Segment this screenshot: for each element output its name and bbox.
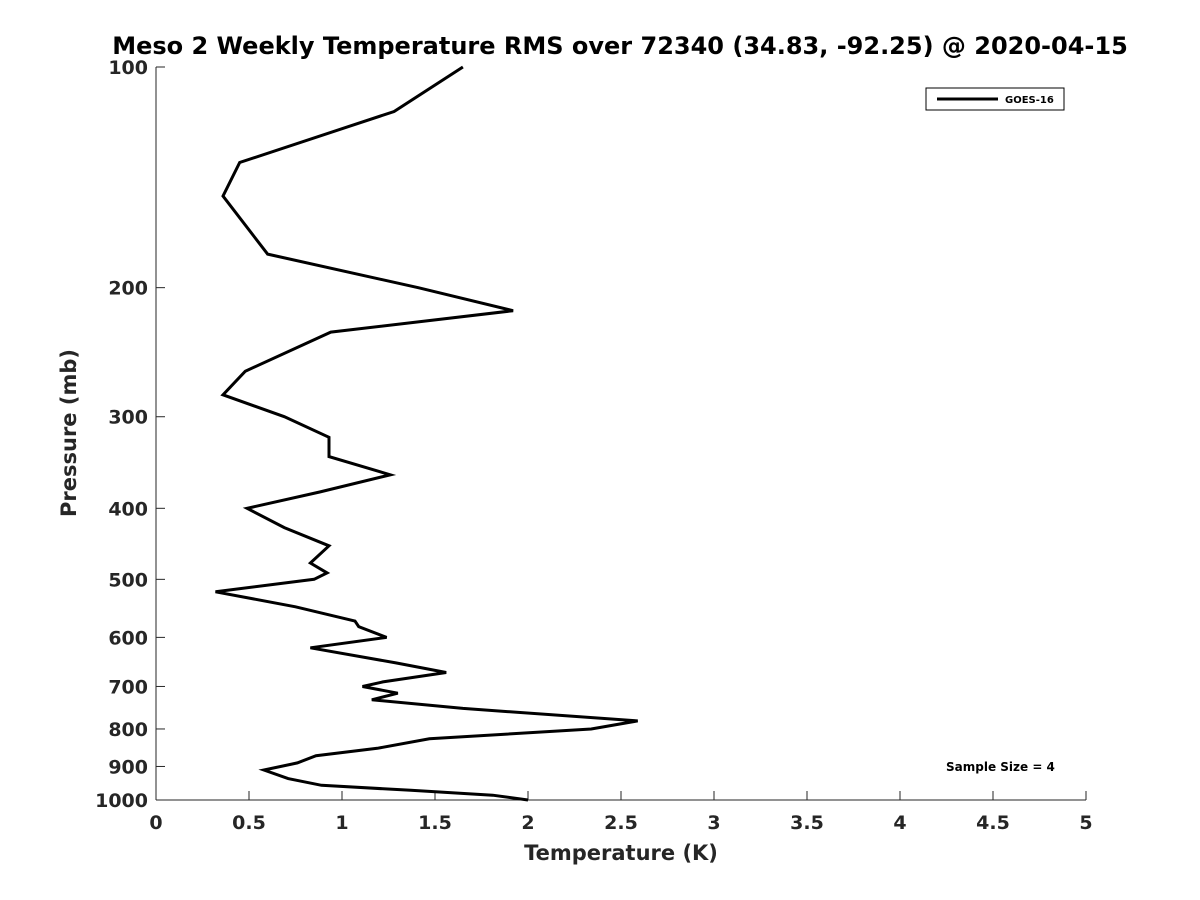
y-tick-label: 200 (108, 278, 148, 300)
chart-title: Meso 2 Weekly Temperature RMS over 72340… (112, 32, 1128, 60)
x-tick-label: 0 (149, 812, 162, 834)
y-tick-label: 600 (108, 627, 148, 649)
x-tick-label: 5 (1079, 812, 1092, 834)
y-axis-label: Pressure (mb) (57, 349, 81, 517)
x-axis-label: Temperature (K) (524, 841, 718, 865)
y-tick-label: 300 (108, 407, 148, 429)
x-tick-label: 3 (707, 812, 720, 834)
sample-size-annotation: Sample Size = 4 (946, 760, 1055, 774)
series-line-goes-16 (215, 65, 638, 802)
x-tick-label: 0.5 (232, 812, 266, 834)
y-tick-label: 500 (108, 569, 148, 591)
y-axis-ticks: 100 200 300 400 500 600 700 800 900 1000 (95, 57, 165, 812)
x-tick-label: 2 (521, 812, 534, 834)
x-tick-label: 2.5 (604, 812, 638, 834)
x-tick-label: 3.5 (790, 812, 824, 834)
x-tick-label: 4.5 (976, 812, 1010, 834)
series-layer (215, 65, 638, 802)
legend-label-goes-16: GOES-16 (1005, 95, 1054, 106)
y-tick-label: 700 (108, 676, 148, 698)
y-tick-label: 900 (108, 756, 148, 778)
x-tick-label: 4 (893, 812, 906, 834)
y-tick-label: 800 (108, 719, 148, 741)
y-tick-label: 1000 (95, 790, 148, 812)
y-tick-label: 400 (108, 498, 148, 520)
plot-area: 0 0.5 1 1.5 2 2.5 3 3.5 4 4.5 5 100 200 300 400 500 600… (95, 57, 1093, 834)
x-tick-label: 1.5 (418, 812, 452, 834)
y-tick-label: 100 (108, 57, 148, 79)
x-axis-ticks: 0 0.5 1 1.5 2 2.5 3 3.5 4 4.5 5 (149, 791, 1093, 834)
legend: GOES-16 (925, 87, 1065, 111)
x-tick-label: 1 (335, 812, 348, 834)
